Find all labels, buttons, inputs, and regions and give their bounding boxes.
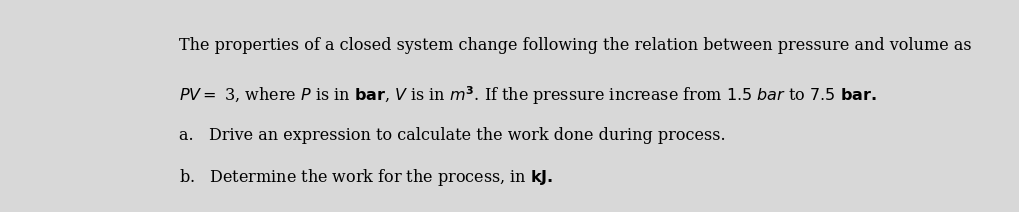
Text: a.   Drive an expression to calculate the work done during process.: a. Drive an expression to calculate the …	[178, 127, 725, 144]
Text: $\bf\it{PV}$$\bf\it{=}$ 3, where $\bf\it{P}$ is in $\bf{bar}$, $\bf\it{V}$ is in: $\bf\it{PV}$$\bf\it{=}$ 3, where $\bf\it…	[178, 84, 875, 107]
Text: The properties of a closed system change following the relation between pressure: The properties of a closed system change…	[178, 37, 970, 54]
Text: b.   Determine the work for the process, in $\bf{kJ.}$: b. Determine the work for the process, i…	[178, 167, 552, 188]
